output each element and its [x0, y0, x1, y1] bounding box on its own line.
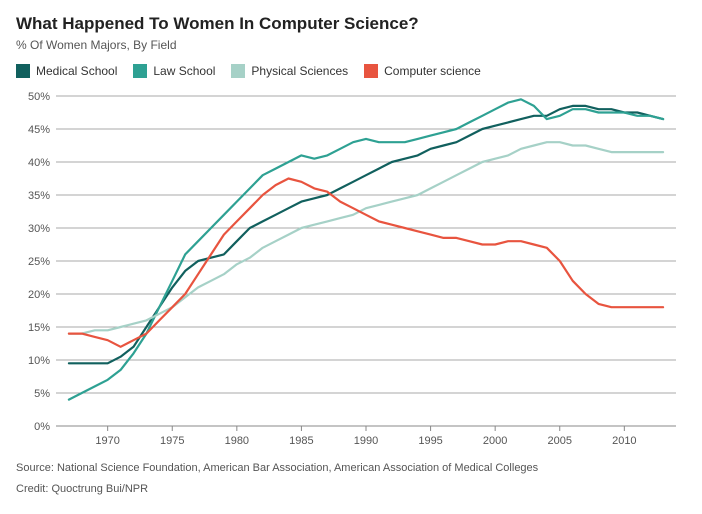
legend-label: Law School [153, 64, 215, 78]
chart-credit: Credit: Quoctrung Bui/NPR [16, 481, 686, 498]
chart-area: 5% 10% 15% 20% 25% 30% 35% 40% 45% 50% 0% 1970 1975 1… [16, 86, 686, 456]
x-tick-label: 2000 [483, 435, 507, 447]
legend-swatch [133, 64, 147, 78]
y-tick-label: 25% [28, 256, 50, 268]
y-tick-label: 10% [28, 355, 50, 367]
x-tick-label: 1985 [289, 435, 313, 447]
chart-subtitle: % Of Women Majors, By Field [16, 38, 686, 52]
legend-item: Law School [133, 64, 215, 78]
legend-item: Medical School [16, 64, 117, 78]
series-line [69, 179, 663, 347]
y-tick-label: 30% [28, 223, 50, 235]
chart-source: Source: National Science Foundation, Ame… [16, 460, 686, 477]
x-tick-label: 1995 [418, 435, 442, 447]
y-tick-label: 35% [28, 190, 50, 202]
legend-swatch [16, 64, 30, 78]
legend-item: Computer science [364, 64, 481, 78]
x-tick-label: 2005 [548, 435, 572, 447]
page-title: What Happened To Women In Computer Scien… [16, 14, 686, 34]
legend-swatch [364, 64, 378, 78]
legend-label: Medical School [36, 64, 117, 78]
y-tick-label: 20% [28, 289, 50, 301]
x-tick-label: 1980 [225, 435, 249, 447]
legend-item: Physical Sciences [231, 64, 348, 78]
legend-label: Physical Sciences [251, 64, 348, 78]
y-tick-label: 40% [28, 157, 50, 169]
y-tick-label: 0% [34, 421, 50, 433]
series-line [69, 142, 663, 333]
x-tick-label: 1975 [160, 435, 184, 447]
y-tick-label: 50% [28, 91, 50, 103]
chart-legend: Medical School Law School Physical Science… [16, 64, 686, 78]
y-tick-label: 5% [34, 388, 50, 400]
series-line [69, 99, 663, 399]
legend-swatch [231, 64, 245, 78]
x-tick-label: 1990 [354, 435, 378, 447]
legend-label: Computer science [384, 64, 481, 78]
x-tick-label: 1970 [95, 435, 119, 447]
y-tick-label: 45% [28, 124, 50, 136]
line-chart: 5% 10% 15% 20% 25% 30% 35% 40% 45% 50% 0% 1970 1975 1… [16, 86, 686, 456]
x-tick-label: 2010 [612, 435, 636, 447]
y-tick-label: 15% [28, 322, 50, 334]
